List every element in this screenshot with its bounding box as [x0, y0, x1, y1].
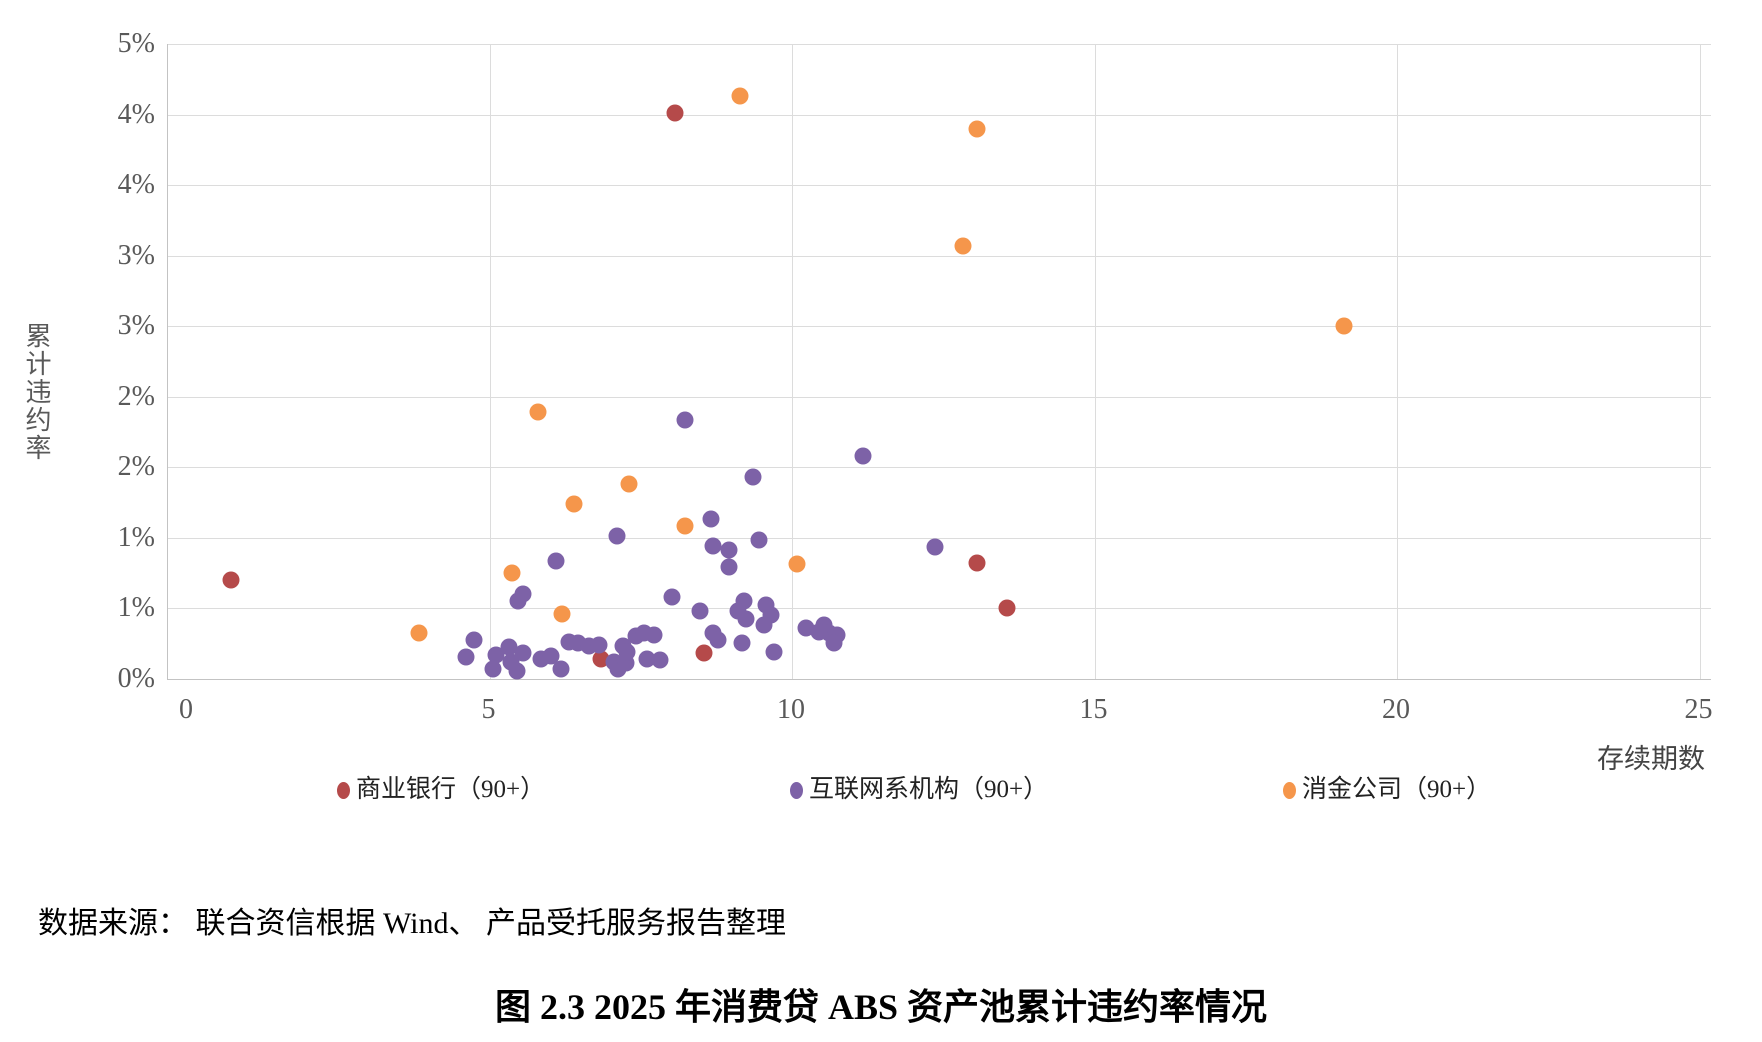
- horizontal-gridline: [168, 608, 1711, 609]
- y-axis-title: 累计违约率: [22, 322, 51, 462]
- data-point-series-0: [222, 571, 240, 589]
- x-tick-label: 0: [179, 694, 193, 725]
- data-point-series-1: [704, 537, 722, 555]
- x-tick-label: 15: [1079, 694, 1108, 725]
- data-point-series-2: [954, 237, 972, 255]
- legend-marker-icon: [1283, 782, 1296, 799]
- data-point-series-1: [465, 631, 483, 649]
- horizontal-gridline: [168, 467, 1711, 468]
- vertical-gridline: [1094, 44, 1096, 679]
- y-tick-label: 5%: [117, 28, 155, 59]
- data-point-series-1: [457, 648, 475, 666]
- data-point-series-2: [529, 403, 547, 421]
- data-point-series-2: [503, 564, 521, 582]
- source-note: 数据来源： 联合资信根据 Wind、 产品受托服务报告整理: [38, 907, 786, 940]
- vertical-gridline: [489, 44, 491, 679]
- data-point-series-2: [676, 517, 694, 535]
- data-point-series-1: [709, 631, 727, 649]
- data-point-series-1: [508, 662, 526, 680]
- y-tick-label: 4%: [117, 98, 155, 130]
- y-tick-label: 3%: [117, 239, 155, 271]
- x-tick-label: 5: [481, 694, 496, 725]
- x-tick-label: 10: [777, 694, 805, 725]
- legend-marker-icon: [337, 782, 350, 799]
- data-point-series-1: [797, 619, 815, 637]
- legend-marker-icon: [790, 782, 803, 799]
- data-point-series-1: [720, 558, 738, 576]
- horizontal-gridline: [168, 114, 1711, 116]
- data-point-series-1: [645, 626, 663, 644]
- legend-item: 消金公司（90+）: [1283, 769, 1491, 803]
- horizontal-gridline: [168, 396, 1711, 398]
- data-point-series-1: [500, 638, 518, 656]
- horizontal-gridline: [168, 326, 1711, 327]
- data-point-series-1: [663, 588, 681, 606]
- x-tick-label: 25: [1684, 694, 1713, 725]
- data-point-series-2: [788, 555, 806, 573]
- data-point-series-1: [810, 623, 828, 641]
- y-tick-label: 1%: [117, 592, 155, 623]
- y-tick-label: 3%: [117, 310, 155, 341]
- data-point-series-1: [651, 651, 668, 669]
- y-tick-label: 0%: [117, 662, 155, 694]
- data-point-series-1: [608, 527, 626, 545]
- y-tick-label: 2%: [117, 451, 155, 482]
- data-point-series-2: [968, 120, 986, 138]
- data-point-series-1: [720, 541, 738, 559]
- data-point-series-2: [553, 605, 571, 623]
- figure-caption: 图 2.3 2025 年消费贷 ABS 资产池累计违约率情况: [494, 987, 1268, 1027]
- data-point-series-0: [592, 650, 610, 668]
- data-point-series-2: [1335, 317, 1353, 335]
- legend-label: 商业银行（90+）: [356, 776, 546, 803]
- data-point-series-1: [744, 468, 762, 486]
- y-tick-label: 2%: [117, 380, 155, 412]
- vertical-gridline: [1699, 44, 1701, 679]
- data-point-series-1: [618, 643, 636, 661]
- horizontal-gridline: [168, 44, 1711, 45]
- data-point-series-2: [565, 495, 583, 513]
- data-point-series-1: [547, 552, 565, 570]
- data-point-series-1: [590, 636, 608, 654]
- y-tick-label: 1%: [117, 521, 155, 553]
- data-point-series-1: [854, 447, 872, 465]
- horizontal-gridline: [168, 255, 1711, 257]
- data-point-series-0: [666, 104, 684, 122]
- data-point-series-1: [487, 646, 505, 664]
- legend-label: 互联网系机构（90+）: [809, 776, 1049, 803]
- data-point-series-1: [702, 510, 720, 528]
- legend-item: 商业银行（90+）: [337, 769, 545, 803]
- data-point-series-1: [514, 644, 532, 662]
- data-point-series-2: [620, 475, 638, 493]
- vertical-gridline: [1397, 44, 1398, 679]
- data-point-series-1: [737, 610, 755, 628]
- data-point-series-0: [998, 599, 1016, 617]
- data-point-series-1: [484, 660, 502, 678]
- data-point-series-0: [695, 644, 713, 662]
- data-point-series-1: [733, 634, 751, 652]
- y-tick-label: 4%: [117, 169, 155, 200]
- horizontal-gridline: [168, 537, 1711, 539]
- legend-item: 互联网系机构（90+）: [790, 769, 1048, 803]
- plot-area: [167, 44, 1711, 680]
- data-point-series-1: [552, 660, 570, 678]
- data-point-series-1: [825, 634, 843, 652]
- data-point-series-1: [542, 647, 560, 665]
- data-point-series-1: [765, 643, 783, 661]
- data-point-series-1: [691, 602, 709, 620]
- data-point-series-1: [676, 411, 694, 429]
- legend-label: 消金公司（90+）: [1302, 776, 1492, 803]
- data-point-series-1: [750, 531, 768, 549]
- vertical-gridline: [792, 44, 793, 679]
- x-tick-label: 20: [1382, 694, 1410, 725]
- data-point-series-2: [410, 624, 428, 642]
- data-point-series-2: [731, 87, 749, 105]
- data-point-series-1: [755, 616, 773, 634]
- data-point-series-1: [926, 538, 944, 556]
- data-point-series-0: [968, 554, 986, 572]
- x-axis-title: 存续期数: [1597, 744, 1705, 774]
- horizontal-gridline: [168, 185, 1711, 186]
- data-point-series-1: [509, 592, 527, 610]
